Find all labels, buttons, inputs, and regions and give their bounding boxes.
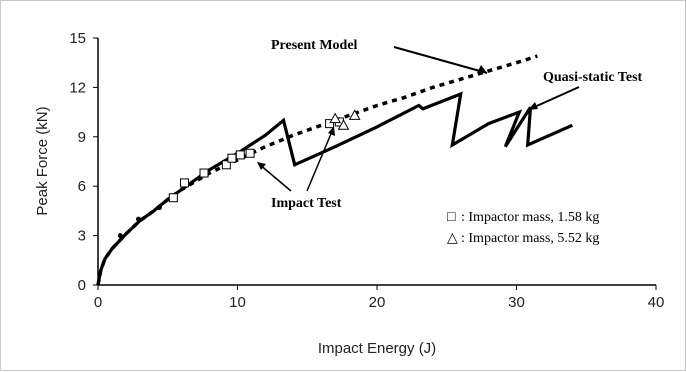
y-tick-label: 12 — [69, 79, 86, 96]
arrow-impact-test-2 — [306, 128, 334, 192]
x-tick-label: 0 — [94, 294, 102, 311]
y-tick-label: 0 — [78, 277, 86, 294]
square-marker — [168, 193, 178, 203]
y-tick-label: 9 — [78, 129, 86, 146]
annotation-impact-test: Impact Test — [271, 196, 342, 211]
arrow-quasi-static — [529, 86, 580, 110]
square-marker — [227, 153, 237, 163]
arrow-present-model — [393, 46, 488, 74]
arrowhead-impact-test-1 — [257, 162, 266, 170]
square-marker — [245, 148, 255, 158]
square-marker — [179, 178, 189, 188]
legend-label-1: : Impactor mass, 1.58 kg — [461, 210, 599, 225]
arrowhead-present-model — [477, 65, 487, 73]
x-tick-label: 10 — [229, 294, 246, 311]
y-tick-label: 6 — [78, 178, 86, 195]
x-tick-label: 20 — [369, 294, 386, 311]
data-point — [135, 216, 141, 222]
arrowhead-impact-test-2 — [328, 126, 335, 136]
square-marker — [325, 119, 335, 129]
data-point — [117, 233, 123, 239]
y-tick-label: 15 — [69, 30, 86, 47]
x-tick-label: 40 — [648, 294, 665, 311]
legend-label-2: : Impactor mass, 5.52 kg — [461, 231, 599, 246]
arrow-impact-test-1 — [258, 163, 292, 192]
square-marker — [199, 168, 209, 178]
legend: □ : Impactor mass, 1.58 kg △ : Impactor … — [447, 210, 599, 246]
square-marker — [235, 150, 245, 160]
annotation-present-model: Present Model — [271, 38, 358, 53]
series-line-0 — [96, 54, 538, 286]
square-marker — [221, 160, 231, 170]
y-axis-title: Peak Force (kN) — [34, 106, 51, 215]
legend-marker-triangle: △ — [447, 231, 458, 246]
data-point — [156, 205, 162, 211]
arrowhead-quasi-static — [528, 102, 538, 110]
x-tick-label: 30 — [508, 294, 525, 311]
y-tick-label: 3 — [78, 228, 86, 245]
annotation-quasi-static: Quasi-static Test — [543, 70, 643, 85]
legend-marker-square: □ — [447, 210, 456, 225]
x-axis-title: Impact Energy (J) — [318, 340, 436, 357]
triangle-marker — [337, 119, 350, 130]
series-line-1 — [96, 91, 573, 286]
triangle-marker — [348, 109, 361, 120]
triangle-marker — [329, 112, 341, 124]
